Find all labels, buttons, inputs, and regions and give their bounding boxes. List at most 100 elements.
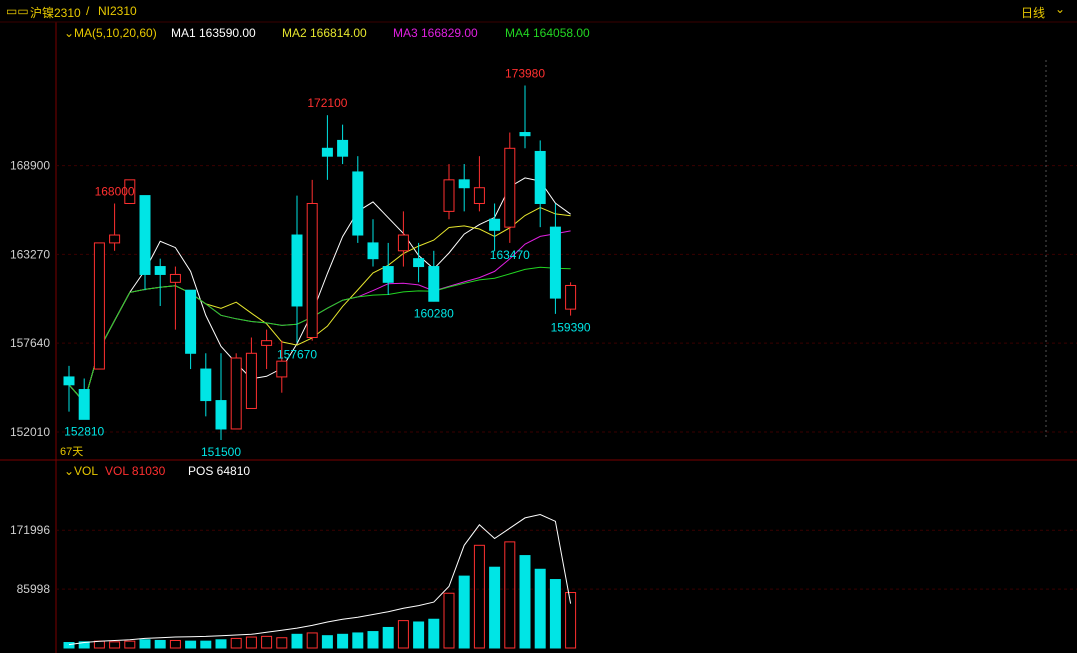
price-annotation: 173980	[505, 67, 545, 81]
volume-bar	[337, 633, 349, 649]
ma1-line	[68, 177, 571, 404]
volume-tick-label: 85998	[17, 582, 51, 596]
candle-body	[382, 266, 394, 283]
volume-bars	[63, 541, 577, 649]
volume-bar	[169, 639, 181, 649]
moving-average-lines	[68, 177, 572, 646]
price-annotation: 157670	[277, 348, 317, 362]
volume-bar	[63, 642, 75, 649]
days-label: 67天	[60, 446, 83, 458]
volume-bar	[200, 640, 212, 649]
volume-bar	[93, 640, 105, 649]
volume-bar	[565, 592, 577, 649]
axis-tick-labels: 168900 163270 157640 152010 171996 85998	[10, 159, 50, 596]
candle-body	[367, 242, 379, 260]
price-annotations: 172100 173980 168000 152810 151500 157670 1602…	[64, 67, 591, 459]
price-annotation: 152810	[64, 424, 104, 438]
volume-bar	[245, 636, 257, 649]
volume-bar	[276, 637, 288, 649]
candle-body	[428, 266, 440, 302]
candle-body	[139, 195, 151, 275]
volume-bar	[291, 633, 303, 649]
volume-bar	[230, 637, 242, 649]
ma-legend-entry: MA4 164058.00	[505, 26, 590, 40]
candle-body	[185, 289, 197, 354]
volume-bar	[306, 632, 318, 649]
volume-bar	[534, 568, 546, 649]
symbol-separator: /	[86, 4, 90, 18]
ma-legend-entry: MA2 166814.00	[282, 26, 367, 40]
candle-body	[124, 179, 136, 204]
candle-body	[565, 284, 577, 310]
volume-bar	[458, 575, 470, 649]
ma4-line	[68, 266, 571, 404]
grid-lines	[0, 21, 1077, 653]
candle-body	[200, 368, 212, 402]
candle-body	[473, 187, 485, 204]
volume-bar	[428, 618, 440, 649]
price-tick-label: 163270	[10, 247, 50, 261]
candle-body	[261, 340, 273, 346]
candle-body	[154, 266, 166, 275]
price-annotation: 159390	[551, 321, 591, 335]
candle-body	[337, 139, 349, 157]
vol-chevron-icon: ⌄	[64, 464, 74, 478]
volume-bar	[261, 635, 273, 649]
volume-bar	[367, 631, 379, 649]
price-annotation: 160280	[414, 307, 454, 321]
candlesticks	[63, 85, 577, 440]
candle-body	[93, 242, 105, 370]
ma-legend-entry: MA3 166829.00	[393, 26, 478, 40]
candle-body	[519, 132, 531, 137]
candle-body	[63, 376, 75, 386]
volume-bar	[109, 641, 121, 649]
candle-body	[458, 179, 470, 189]
candle-body	[245, 352, 257, 409]
symbol-label: 沪镍2310	[30, 6, 81, 20]
candle-body	[443, 179, 455, 212]
candle-body	[169, 273, 181, 283]
indicator-legend: ⌄ MA(5,10,20,60) MA1 163590.00 MA2 166814.0…	[60, 26, 590, 478]
candle-body	[504, 147, 516, 228]
position-line	[68, 513, 572, 646]
volume-bar	[154, 639, 166, 649]
candle-body	[489, 218, 501, 231]
candle-body	[549, 226, 561, 299]
toolbar: ▭▭ 沪镍2310 / NI2310 日线 ⌄	[0, 0, 1077, 22]
candle-body	[352, 171, 364, 236]
ma-legend-entry: MA1 163590.00	[171, 26, 256, 40]
volume-bar	[215, 639, 227, 649]
volume-bar	[443, 592, 455, 649]
contract-code-label: NI2310	[98, 4, 137, 18]
vol-value-label: VOL 81030	[105, 464, 166, 478]
candle-body	[109, 234, 121, 244]
price-tick-label: 152010	[10, 425, 50, 439]
volume-bar	[413, 621, 425, 649]
candle-body	[321, 147, 333, 157]
volume-bar	[139, 639, 151, 649]
volume-bar	[382, 626, 394, 649]
volume-bar	[78, 641, 90, 649]
volume-bar	[489, 566, 501, 649]
candle-body	[534, 150, 546, 204]
candle-body	[306, 202, 318, 339]
price-annotation: 151500	[201, 445, 241, 459]
candle-body	[230, 357, 242, 430]
chevron-down-icon[interactable]: ⌄	[1054, 2, 1065, 16]
volume-bar	[504, 541, 516, 649]
candle-body	[291, 234, 303, 307]
price-tick-label: 168900	[10, 159, 50, 173]
candle-body	[413, 258, 425, 268]
volume-bar	[321, 635, 333, 649]
candle-body	[276, 360, 288, 378]
price-annotation: 163470	[490, 248, 530, 262]
chart-toggle-icon[interactable]: ▭▭	[6, 4, 29, 18]
ma-chevron-icon: ⌄	[64, 26, 74, 40]
pos-value-label: POS 64810	[188, 464, 250, 478]
volume-bar	[185, 640, 197, 649]
period-selector[interactable]: 日线	[1020, 6, 1045, 20]
candle-body	[215, 400, 227, 430]
volume-bar	[473, 544, 485, 649]
price-tick-label: 157640	[10, 336, 50, 350]
